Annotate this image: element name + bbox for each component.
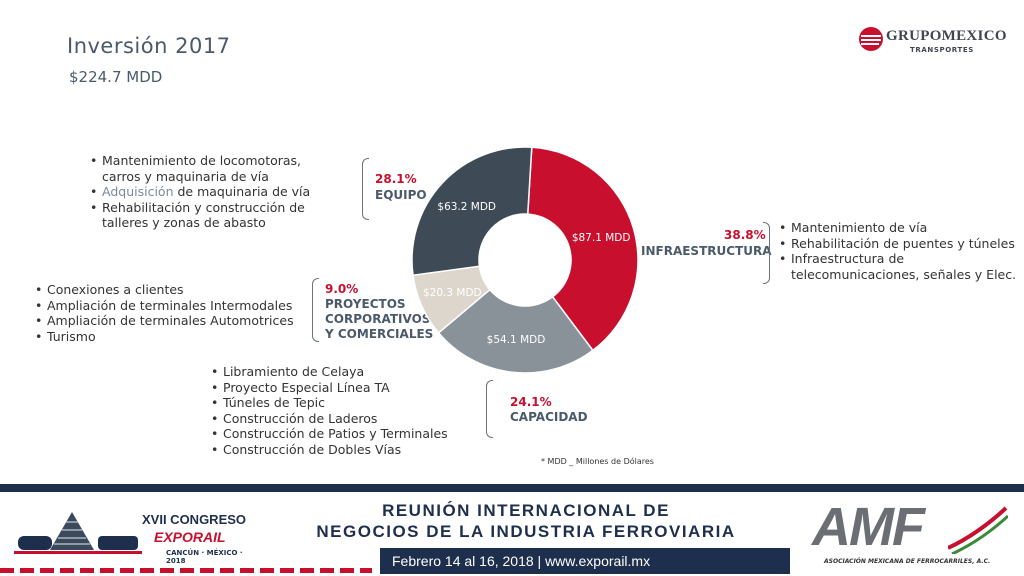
event-title-line: XVII CONGRESO (142, 512, 247, 527)
proyectos-category-line: Y COMERCIALES (325, 327, 434, 341)
capacidad-category: CAPACIDAD (510, 410, 588, 424)
equipo-brace (362, 158, 369, 220)
equipo-list: Mantenimiento de locomotoras, carros y m… (88, 153, 323, 231)
infra-percent: 38.8% (724, 228, 766, 242)
logo-sub: TRANSPORTES (910, 46, 974, 54)
slice-value-label: $54.1 MDD (487, 334, 546, 346)
list-item: Proyecto Especial Línea TA (209, 380, 479, 396)
list-item: Mantenimiento de locomotoras, carros y m… (88, 153, 323, 184)
list-item: Construcción de Patios y Terminales (209, 426, 479, 442)
donut-slice-cap (437, 288, 594, 374)
exporail-logo: XVII CONGRESO EXPORAIL CANCÚN · MÉXICO ·… (14, 504, 264, 566)
slice-value-label: $20.3 MDD (423, 287, 482, 299)
slice-value-label: $87.1 MDD (572, 232, 631, 244)
capacidad-list: Libramiento de Celaya Proyecto Especial … (209, 364, 479, 457)
donut-slice-equipo (411, 146, 533, 277)
total-investment: $224.7 MDD (69, 68, 163, 86)
decorative-stripes (0, 568, 372, 573)
grupo-mexico-logo: GRUPOMEXICO TRANSPORTES (858, 24, 1006, 58)
list-item: Rehabilitación de puentes y túneles (777, 236, 1022, 252)
proyectos-category: PROYECTOS CORPORATIVOS Y COMERCIALES (325, 297, 433, 342)
meeting-title-line: REUNIÓN INTERNACIONAL DE (382, 501, 670, 520)
capacidad-percent: 24.1% (510, 395, 552, 409)
list-item: Ampliación de terminales Intermodales (33, 298, 308, 314)
infra-list: Mantenimiento de vía Rehabilitación de p… (777, 220, 1022, 282)
logo-name: GRUPOMEXICO (886, 28, 1007, 44)
meeting-title: REUNIÓN INTERNACIONAL DE NEGOCIOS DE LA … (296, 500, 756, 542)
infra-category: INFRAESTRUCTURA (641, 244, 772, 258)
page-title: Inversión 2017 (67, 34, 231, 58)
list-item: Túneles de Tepic (209, 395, 479, 411)
amf-full-name: ASOCIACIÓN MEXICANA DE FERROCARRILES, A.… (824, 558, 991, 565)
amf-letters: AMF (812, 497, 925, 557)
proyectos-brace (312, 278, 319, 342)
event-name: EXPORAIL (154, 529, 226, 545)
event-location: CANCÚN · MÉXICO · 2018 (166, 549, 243, 565)
infra-brace (763, 222, 770, 284)
meeting-title-line: NEGOCIOS DE LA INDUSTRIA FERROVIARIA (316, 522, 736, 541)
amf-logo: AMF ASOCIACIÓN MEXICANA DE FERROCARRILES… (808, 497, 1008, 566)
footer-top-bar (0, 484, 1024, 492)
proyectos-list: Conexiones a clientes Ampliación de term… (33, 282, 308, 344)
donut-hole (480, 215, 570, 305)
list-item: Ampliación de terminales Automotrices (33, 313, 308, 329)
footnote: * MDD _ Millones de Dólares (541, 457, 654, 466)
list-item: Turismo (33, 329, 308, 345)
investment-donut-chart: $87.1 MDD $54.1 MDD $20.3 MDD $63.2 MDD (411, 146, 639, 374)
list-item-text: Adquisición (102, 184, 174, 199)
list-item: Conexiones a clientes (33, 282, 308, 298)
list-item: Libramiento de Celaya (209, 364, 479, 380)
list-item: Construcción de Laderos (209, 411, 479, 427)
capacidad-brace (486, 380, 493, 438)
amf-swoosh-icon (948, 506, 1008, 554)
grupo-mexico-emblem-icon (859, 27, 883, 51)
pyramid-train-icon (14, 512, 142, 554)
event-dates: Febrero 14 al 16, 2018 | www.exporail.mx (380, 548, 790, 574)
equipo-category: EQUIPO (375, 188, 427, 202)
list-item: Rehabilitación y construcción de tallere… (88, 200, 323, 231)
equipo-percent: 28.1% (375, 172, 417, 186)
list-item: Construcción de Dobles Vías (209, 442, 479, 458)
footer-banner: XVII CONGRESO EXPORAIL CANCÚN · MÉXICO ·… (0, 484, 1024, 576)
list-item: Adquisición de maquinaria de vía (88, 184, 323, 200)
list-item: Mantenimiento de vía (777, 220, 1022, 236)
list-item: Infraestructura de telecomunicaciones, s… (777, 251, 1022, 282)
proyectos-category-line: PROYECTOS (325, 297, 406, 311)
proyectos-percent: 9.0% (325, 282, 359, 296)
slice-value-label: $63.2 MDD (437, 201, 496, 213)
proyectos-category-line: CORPORATIVOS (325, 312, 431, 326)
